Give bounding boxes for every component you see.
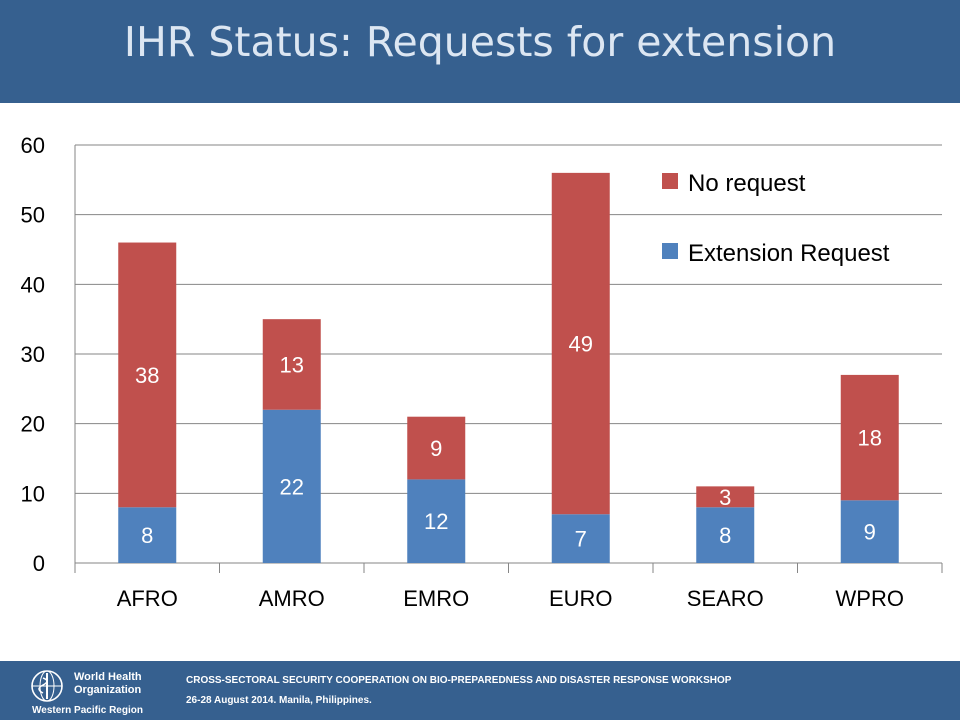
gridlines: [74, 144, 943, 573]
header-bar: IHR Status: Requests for extension: [0, 0, 960, 103]
data-label: 8: [719, 523, 731, 548]
logo-text-line1: World Health: [74, 671, 142, 683]
y-tick-label: 0: [33, 551, 45, 576]
bar-segment: [262, 409, 321, 563]
y-tick-label: 20: [21, 412, 45, 437]
x-tick-label: AMRO: [259, 586, 325, 611]
bar-segment: [696, 507, 755, 563]
footer-bar: World Health Organization Western Pacifi…: [0, 661, 960, 720]
bar-segment: [262, 319, 321, 410]
legend-label: Extension Request: [688, 240, 890, 267]
who-logo: World Health Organization Western Pacifi…: [30, 665, 170, 719]
legend-swatch: [662, 243, 678, 259]
data-label: 3: [719, 485, 731, 510]
footer-date-location: 26-28 August 2014. Manila, Philippines.: [186, 695, 372, 706]
y-tick-label: 60: [21, 133, 45, 158]
x-tick-label: EMRO: [403, 586, 469, 611]
data-label: 12: [424, 509, 448, 534]
data-label: 38: [135, 363, 159, 388]
x-tick-label: SEARO: [687, 586, 764, 611]
x-tick-label: EURO: [549, 586, 613, 611]
bar-segment: [551, 514, 610, 563]
bar-segment: [118, 507, 177, 563]
bar-segment: [840, 500, 899, 563]
who-emblem-icon: [31, 670, 63, 702]
bar-series: [118, 172, 899, 563]
stacked-bar-chart: 0 10 20 30 40 50 60 8 38 22 13 12 9 7 49 8 3 9 18 AFRO AMR…: [21, 133, 943, 611]
y-tick-label: 40: [21, 272, 45, 297]
y-axis-tick-labels: 0 10 20 30 40 50 60: [21, 133, 45, 576]
data-label: 18: [858, 426, 882, 451]
bar-segment: [551, 172, 610, 515]
bar-segment: [118, 242, 177, 508]
bar-segment: [696, 486, 755, 508]
bar-segment: [840, 374, 899, 501]
logo-text-line3: Western Pacific Region: [32, 705, 143, 716]
data-label: 9: [430, 436, 442, 461]
x-tick-label: AFRO: [117, 586, 178, 611]
y-tick-label: 50: [21, 203, 45, 228]
data-label: 7: [575, 527, 587, 552]
logo-text-line2: Organization: [74, 684, 142, 696]
data-label: 49: [569, 332, 593, 357]
bar-segment: [407, 416, 466, 480]
y-tick-label: 30: [21, 342, 45, 367]
data-labels: 8 38 22 13 12 9 7 49 8 3 9 18: [135, 332, 882, 552]
x-axis-tick-labels: AFRO AMRO EMRO EURO SEARO WPRO: [117, 586, 904, 611]
footer-workshop-title: CROSS-SECTORAL SECURITY COOPERATION ON B…: [186, 675, 732, 686]
bar-segment: [407, 479, 466, 563]
data-label: 22: [280, 474, 304, 499]
legend-label: No request: [688, 170, 806, 197]
data-label: 9: [864, 520, 876, 545]
y-tick-label: 10: [21, 481, 45, 506]
legend-swatch: [662, 173, 678, 189]
data-label: 8: [141, 523, 153, 548]
legend: No request Extension Request: [662, 170, 890, 267]
x-tick-label: WPRO: [836, 586, 904, 611]
data-label: 13: [280, 352, 304, 377]
page-title: IHR Status: Requests for extension: [123, 18, 837, 66]
